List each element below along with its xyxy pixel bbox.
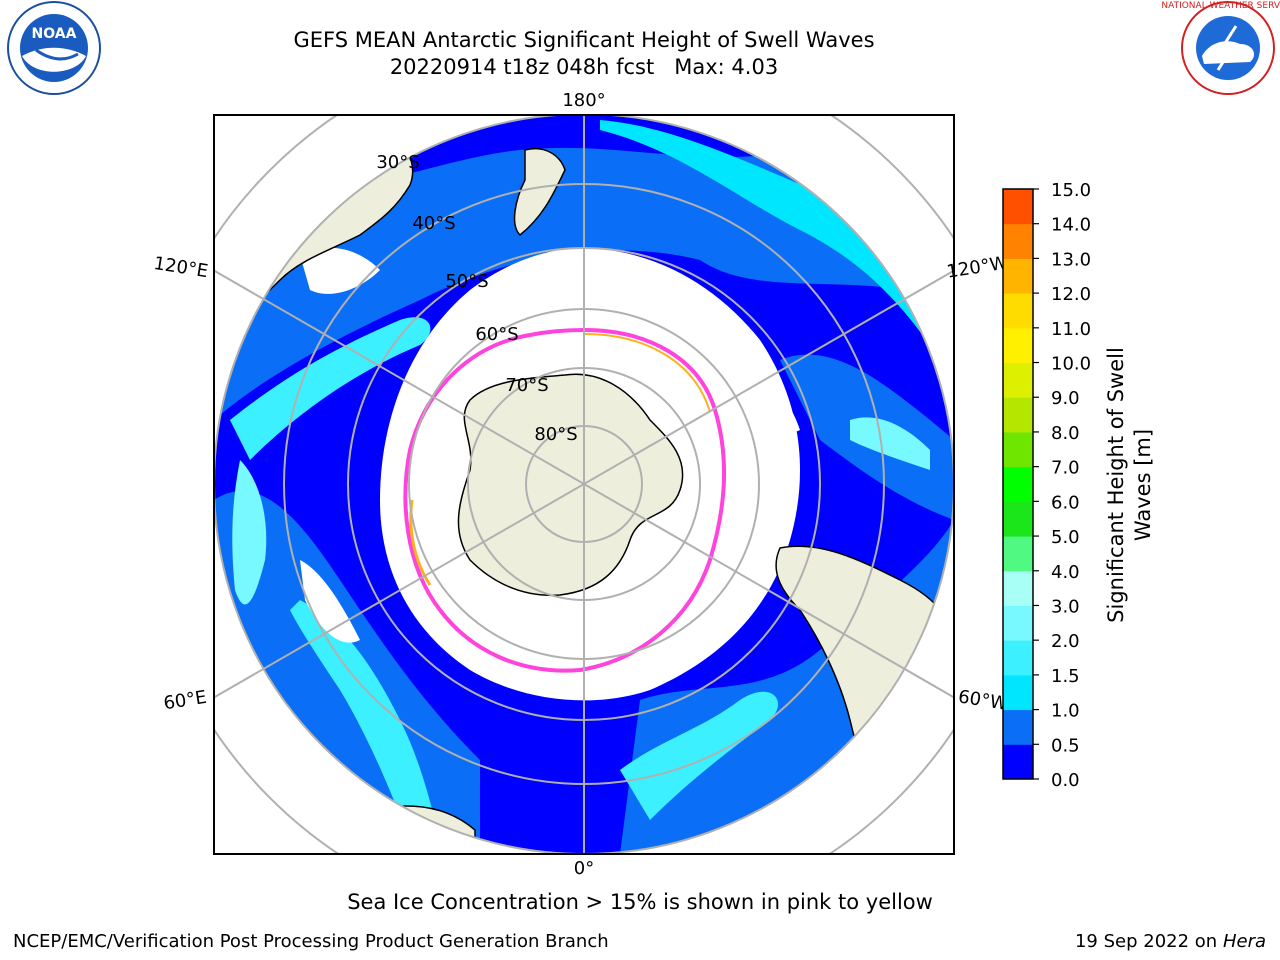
colorbar-tick-label: 9.0 <box>1051 388 1080 409</box>
colorbar-segment <box>1003 674 1033 711</box>
footer-date: 19 Sep 2022 on Hera <box>1074 931 1266 952</box>
colorbar-tick-label: 3.0 <box>1051 596 1080 617</box>
lat-label-70s: 70°S <box>505 375 548 396</box>
colorbar-frame <box>1002 188 1034 780</box>
colorbar-tick-label: 11.0 <box>1051 319 1091 340</box>
colorbar-tick-label: 8.0 <box>1051 423 1080 444</box>
lon-label-180: 180° <box>562 90 605 111</box>
map-frame <box>213 114 955 855</box>
lon-label-120e: 120°E <box>152 253 209 282</box>
colorbar-tick-label: 6.0 <box>1051 492 1080 513</box>
colorbar-tick-label: 2.0 <box>1051 631 1080 652</box>
nws-ring-text: NATIONAL WEATHER SERVICE <box>1161 1 1280 11</box>
colorbar-segment <box>1003 327 1033 364</box>
colorbar-segment <box>1003 431 1033 468</box>
colorbar-tick-label: 5.0 <box>1051 527 1080 548</box>
colorbar-segment <box>1003 709 1033 745</box>
colorbar-tick-label: 10.0 <box>1051 354 1091 375</box>
lat-label-50s: 50°S <box>445 271 488 292</box>
chart-title: GEFS MEAN Antarctic Significant Height o… <box>293 28 875 52</box>
colorbar-segment <box>1003 362 1033 398</box>
colorbar: 0.0 0.5 1.0 1.5 2.0 3.0 4.0 5.0 6.0 7.0 8.0 9.0 10.0… <box>1002 180 1091 791</box>
max-value: Max: 4.03 <box>674 55 779 79</box>
colorbar-segment <box>1003 605 1033 641</box>
colorbar-label-line2: Waves [m] <box>1131 429 1155 541</box>
colorbar-segment <box>1003 189 1033 225</box>
colorbar-segment <box>1003 258 1033 294</box>
footer-credit: NCEP/EMC/Verification Post Processing Pr… <box>13 931 609 952</box>
footer-machine: Hera <box>1222 931 1266 952</box>
lon-label-60e: 60°E <box>162 687 208 715</box>
forecast-date: 20220914 t18z 048h fcst <box>389 55 655 79</box>
colorbar-segment <box>1003 501 1033 537</box>
lon-label-0: 0° <box>574 858 594 879</box>
colorbar-segment <box>1003 640 1033 676</box>
colorbar-tick-label: 14.0 <box>1051 215 1091 236</box>
colorbar-segment <box>1003 293 1033 329</box>
colorbar-segment <box>1003 466 1033 502</box>
lat-label-30s: 30°S <box>376 152 419 173</box>
map-panel <box>214 115 954 854</box>
noaa-wordmark: NOAA <box>32 26 77 42</box>
colorbar-tick-label: 1.0 <box>1051 701 1080 722</box>
colorbar-segment <box>1003 570 1033 606</box>
colorbar-tick-label: 4.0 <box>1051 562 1080 583</box>
colorbar-tick-label: 0.0 <box>1051 770 1080 791</box>
chart-subtitle: 20220914 t18z 048h fcst Max: 4.03 <box>0 54 1168 80</box>
lon-label-60w: 60°W <box>957 686 1010 715</box>
sea-ice-note: Sea Ice Concentration > 15% is shown in … <box>347 890 933 914</box>
colorbar-tick-label: 1.5 <box>1051 666 1080 687</box>
colorbar-segment <box>1003 223 1033 259</box>
colorbar-tick-label: 13.0 <box>1051 249 1091 270</box>
graticule <box>214 115 954 854</box>
colorbar-segment <box>1003 744 1033 780</box>
colorbar-tick-label: 7.0 <box>1051 458 1080 479</box>
colorbar-segment <box>1003 536 1033 572</box>
noaa-logo: NOAA <box>7 1 101 95</box>
lat-label-80s: 80°S <box>534 424 577 445</box>
colorbar-label-line1: Significant Height of Swell <box>1104 347 1128 623</box>
nws-logo: NATIONAL WEATHER SERVICE <box>1161 1 1280 95</box>
colorbar-tick-label: 15.0 <box>1051 180 1091 201</box>
colorbar-segment <box>1003 397 1033 433</box>
colorbar-tick-label: 12.0 <box>1051 284 1091 305</box>
lat-label-40s: 40°S <box>412 213 455 234</box>
lat-label-60s: 60°S <box>475 324 518 345</box>
colorbar-tick-label: 0.5 <box>1051 735 1080 756</box>
